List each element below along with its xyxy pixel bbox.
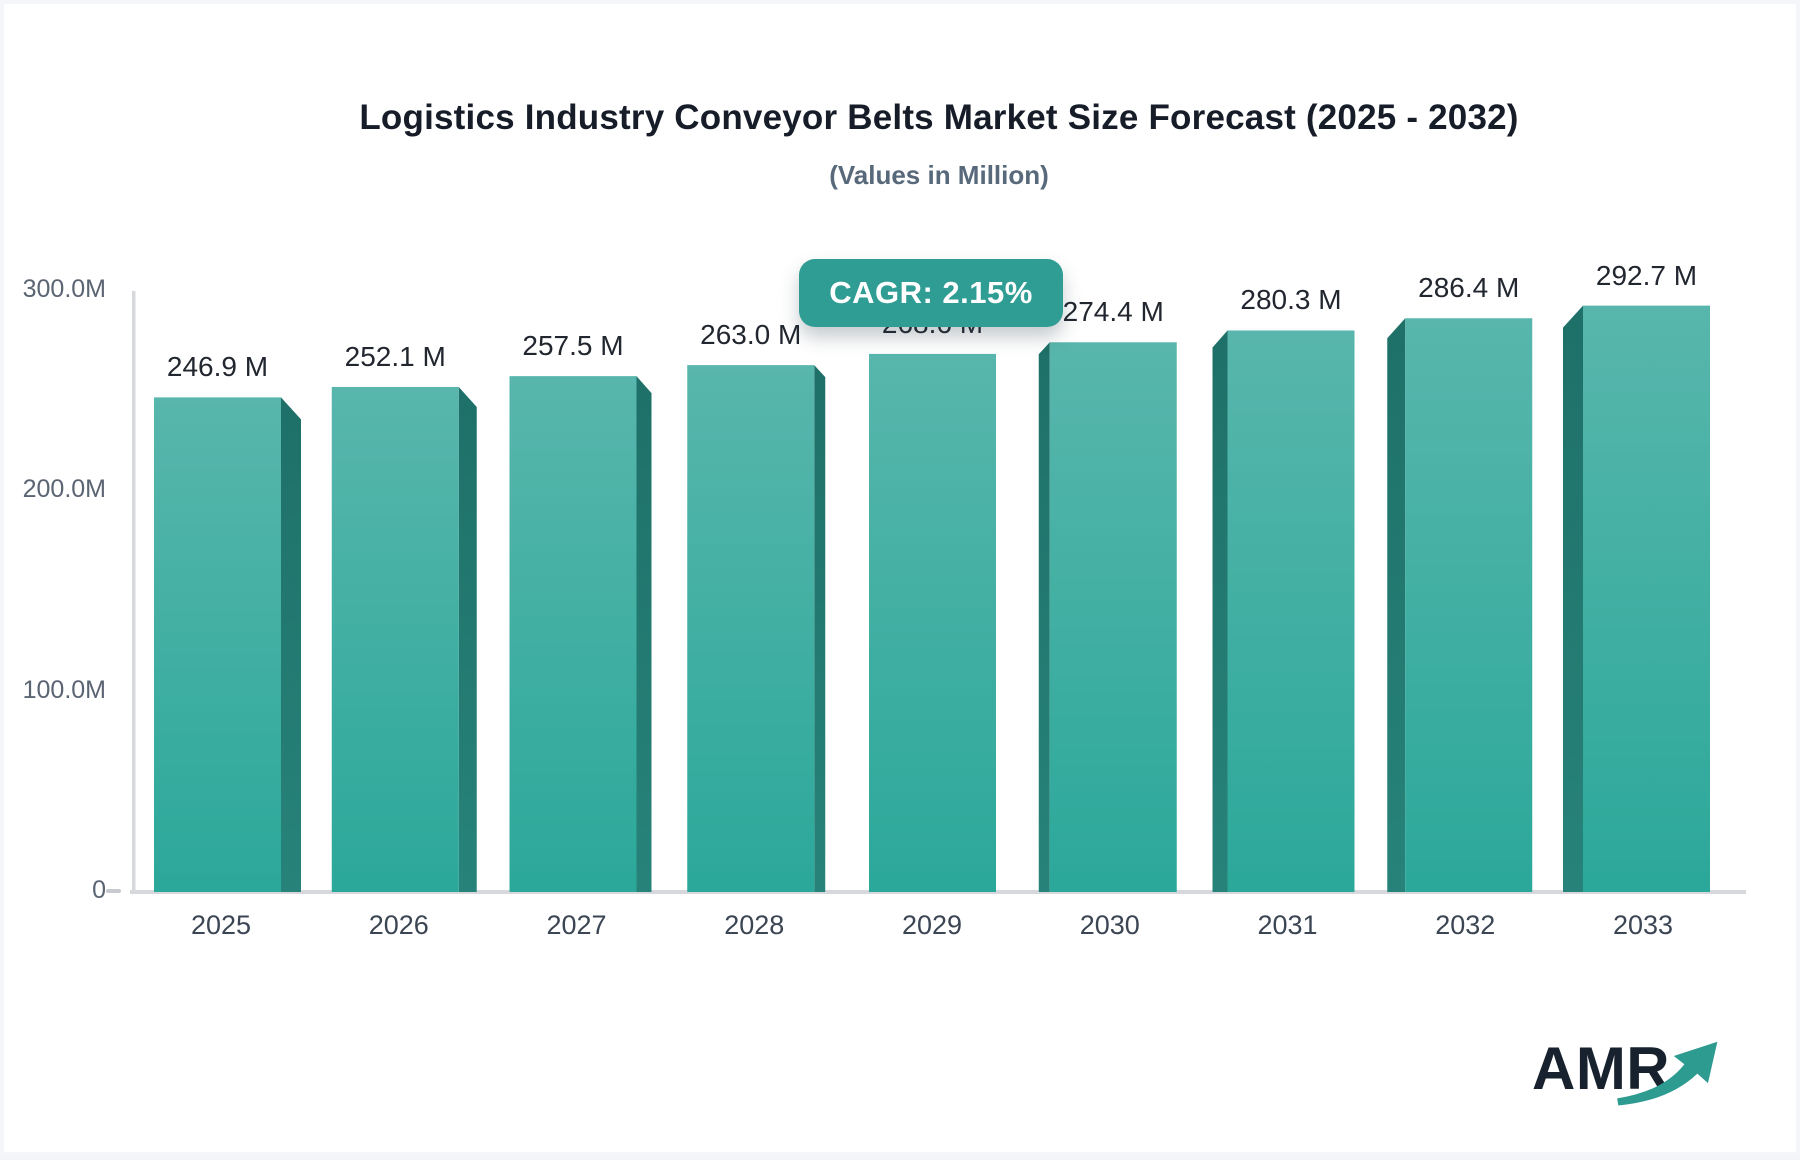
y-tick-label: 100.0M — [22, 675, 106, 704]
chart-title: Logistics Industry Conveyor Belts Market… — [359, 98, 1519, 137]
bar-value-label: 274.4 M — [1062, 296, 1164, 328]
bar-value-label: 263.0 M — [700, 319, 802, 351]
bar-side-face — [1212, 330, 1228, 892]
y-tick-label: 300.0M — [22, 275, 106, 303]
bar-2031 — [1227, 330, 1355, 892]
bar-2025 — [154, 397, 281, 892]
bar-2029 — [869, 353, 996, 892]
growth-arrow-icon — [1617, 1041, 1718, 1106]
amr-logo-text: AMR — [1532, 1035, 1671, 1102]
bar-2033 — [1583, 305, 1710, 892]
bar-side-face — [1038, 342, 1050, 892]
x-tick-label: 2027 — [546, 910, 607, 940]
x-tick-label: 2031 — [1257, 910, 1318, 940]
zero-tick-mark — [106, 889, 121, 893]
bar-2027 — [509, 376, 637, 892]
x-tick-label: 2029 — [901, 910, 963, 940]
bar-value-label: 252.1 M — [344, 340, 446, 372]
bar-side-face — [814, 365, 826, 893]
x-tick-label: 2028 — [724, 910, 785, 940]
bar-2032 — [1405, 318, 1533, 892]
bar-side-face — [281, 397, 301, 892]
y-axis-line — [132, 291, 136, 894]
bar-2026 — [331, 386, 459, 892]
y-tick-label: 0 — [92, 876, 106, 904]
bar-side-face — [1387, 318, 1406, 892]
bar-2028 — [687, 365, 815, 893]
amr-logo: AMR — [1532, 1034, 1742, 1124]
bar-side-face — [636, 376, 652, 892]
x-tick-label: 2032 — [1435, 910, 1496, 940]
chart-subtitle: (Values in Million) — [829, 160, 1049, 190]
y-tick-label: 200.0M — [22, 475, 106, 504]
bar-value-label: 280.3 M — [1240, 284, 1342, 316]
bars-layer — [130, 291, 1746, 894]
bar-value-label: 286.4 M — [1418, 272, 1520, 304]
bar-side-face — [458, 386, 477, 892]
bar-value-label: 292.7 M — [1595, 259, 1698, 291]
cagr-badge: CAGR: 2.15% — [799, 259, 1063, 327]
x-tick-label: 2025 — [190, 910, 252, 940]
x-tick-label: 2026 — [368, 910, 429, 940]
x-tick-label: 2030 — [1079, 910, 1140, 940]
bar-side-face — [1563, 305, 1583, 892]
x-tick-label: 2033 — [1612, 910, 1674, 940]
bar-value-label: 257.5 M — [522, 330, 624, 362]
bar-2030 — [1049, 342, 1177, 892]
bar-value-label: 246.9 M — [166, 351, 269, 383]
plot-area: 246.9 M 2025 252.1 M 2026 257.5 M 2027 263.0 M… — [4, 4, 1796, 1152]
